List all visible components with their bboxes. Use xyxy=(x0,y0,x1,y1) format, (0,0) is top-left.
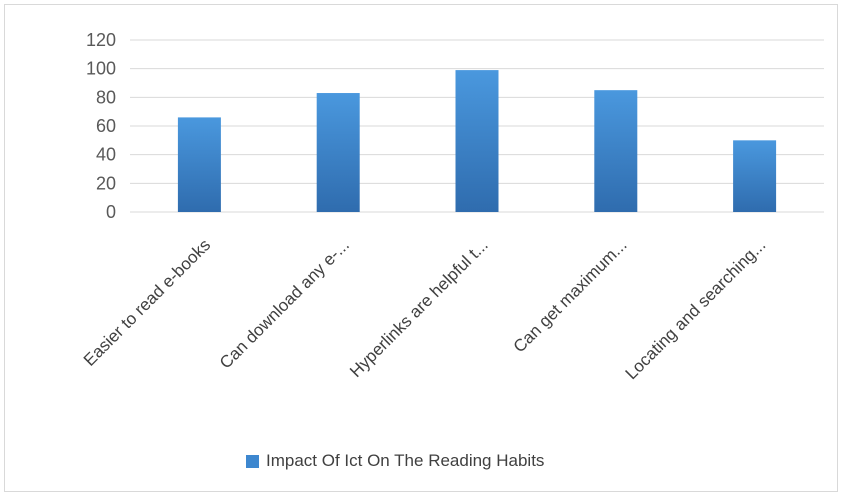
bar xyxy=(594,90,638,212)
bars xyxy=(177,70,777,212)
chart-frame xyxy=(4,4,838,492)
legend-label: Impact Of Ict On The Reading Habits xyxy=(266,451,545,470)
y-tick-label: 0 xyxy=(106,202,116,222)
legend: Impact Of Ict On The Reading Habits xyxy=(246,451,544,471)
legend-swatch xyxy=(246,454,259,468)
y-tick-label: 80 xyxy=(96,87,116,107)
x-axis-labels: Easier to read e-books Can download any e… xyxy=(80,235,770,383)
x-tick-label: Can get maximum... xyxy=(510,235,631,356)
bar xyxy=(733,140,777,212)
bar xyxy=(316,93,360,212)
x-tick-label: Hyperlinks are helpful t... xyxy=(346,235,492,381)
x-tick-label: Can download any e-... xyxy=(216,235,353,372)
bar xyxy=(455,70,499,212)
y-tick-label: 100 xyxy=(86,59,116,79)
y-tick-label: 120 xyxy=(86,30,116,50)
bar xyxy=(177,117,221,212)
x-tick-label: Locating and searching... xyxy=(622,235,770,383)
y-axis-ticks: 0 20 40 60 80 100 120 xyxy=(86,30,116,222)
x-tick-label: Easier to read e-books xyxy=(80,235,214,369)
y-tick-label: 40 xyxy=(96,145,116,165)
y-tick-label: 60 xyxy=(96,116,116,136)
y-tick-label: 20 xyxy=(96,173,116,193)
